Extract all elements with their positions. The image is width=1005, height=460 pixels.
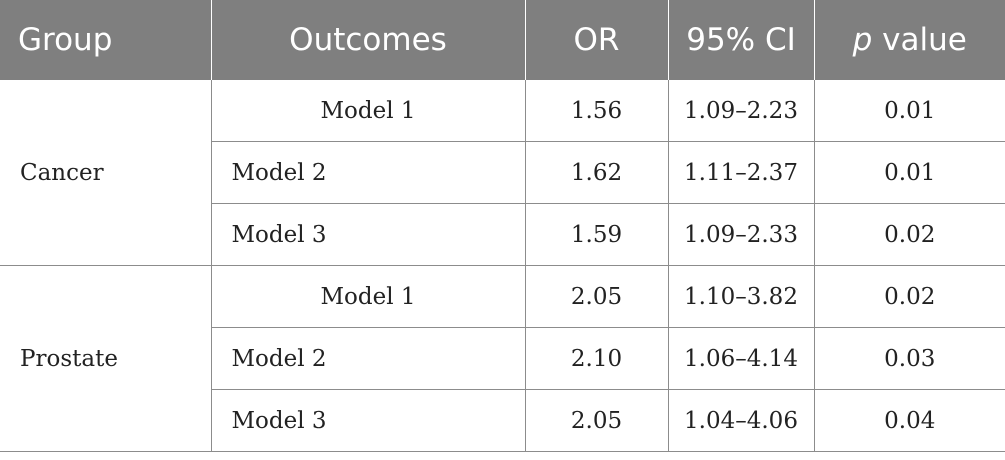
table-row: Model 2 1.62 1.11–2.37 0.01 <box>0 141 1005 204</box>
p-value-cell: 0.02 <box>813 203 1005 266</box>
header-row: Group Outcomes OR 95% CI p value <box>0 0 1005 80</box>
outcome-cell: Model 2 <box>211 327 526 390</box>
or-cell: 1.56 <box>524 80 669 142</box>
outcome-cell: Model 2 <box>211 141 526 204</box>
header-p-value: p value <box>813 0 1005 80</box>
header-ci: 95% CI <box>667 0 815 80</box>
header-outcomes: Outcomes <box>210 0 526 80</box>
table-row: Cancer Model 1 1.56 1.09–2.23 0.01 <box>0 80 1005 266</box>
p-value-cell: 0.03 <box>813 327 1005 390</box>
p-value-cell: 0.01 <box>813 80 1005 142</box>
p-value-cell: 0.01 <box>813 141 1005 204</box>
outcome-cell: Model 3 <box>211 389 526 452</box>
ci-cell: 1.04–4.06 <box>667 389 815 452</box>
or-cell: 2.05 <box>524 389 669 452</box>
p-value-cell: 0.02 <box>813 265 1005 328</box>
header-or: OR <box>524 0 669 80</box>
header-group: Group <box>0 0 212 80</box>
ci-cell: 1.09–2.33 <box>667 203 815 266</box>
outcome-cell: Model 1 <box>210 265 526 328</box>
table-row: Model 3 1.59 1.09–2.33 0.02 <box>0 203 1005 266</box>
or-cell: 2.10 <box>524 327 669 390</box>
ci-cell: 1.06–4.14 <box>667 327 815 390</box>
group-cell-prostate: Prostate <box>0 265 212 452</box>
or-cell: 2.05 <box>524 265 669 328</box>
or-cell: 1.59 <box>524 203 669 266</box>
ci-cell: 1.10–3.82 <box>667 265 815 328</box>
outcome-cell: Model 1 <box>210 80 526 142</box>
ci-cell: 1.09–2.23 <box>667 80 815 142</box>
table-row: Prostate Model 1 2.05 1.10–3.82 0.02 <box>0 265 1005 452</box>
outcome-cell: Model 3 <box>211 203 526 266</box>
table-body: Cancer Model 1 1.56 1.09–2.23 0.01 Model… <box>0 80 1005 452</box>
table-row: Model 3 2.05 1.04–4.06 0.04 <box>0 389 1005 452</box>
header-p-symbol: p <box>852 22 873 58</box>
p-value-cell: 0.04 <box>813 389 1005 452</box>
header-p-suffix: value <box>872 22 967 58</box>
group-cell-cancer: Cancer <box>0 80 212 266</box>
table-row: Model 2 2.10 1.06–4.14 0.03 <box>0 327 1005 390</box>
ci-cell: 1.11–2.37 <box>667 141 815 204</box>
or-cell: 1.62 <box>524 141 669 204</box>
table-header: Group Outcomes OR 95% CI p value <box>0 0 1005 80</box>
